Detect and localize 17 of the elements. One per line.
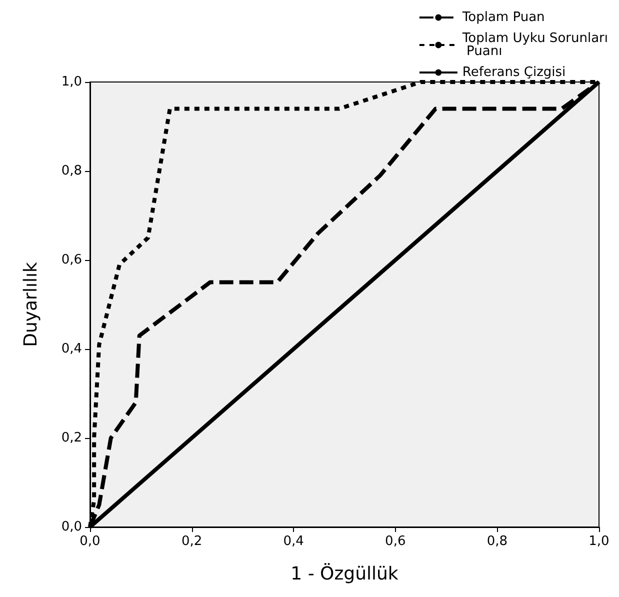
y-tick-label: 0,2 (61, 430, 82, 446)
x-tick-label: 1,0 (588, 534, 610, 549)
y-tick-label: 0,8 (61, 164, 82, 178)
x-axis-title: 1 - Özgüllük (290, 562, 399, 584)
legend-label: Toplam Puan (461, 10, 545, 25)
y-axis-title: Duyarlılık (20, 262, 42, 347)
legend-label: Toplam Uyku Sorunları Puanı (461, 31, 608, 59)
legend-label: Referans Çizgisi (462, 65, 566, 80)
x-tick-label: 0,6 (385, 534, 406, 549)
y-tick-label: 0,0 (61, 520, 82, 534)
x-tick-label: 0,2 (181, 534, 202, 549)
y-tick-label: 0,6 (61, 252, 82, 268)
x-tick-label: 0,4 (283, 534, 304, 549)
y-tick-label: 1,0 (61, 74, 82, 90)
x-tick-label: 0,8 (486, 534, 508, 549)
x-tick-label: 0,0 (80, 534, 100, 549)
y-tick-label: 0,4 (61, 342, 82, 356)
